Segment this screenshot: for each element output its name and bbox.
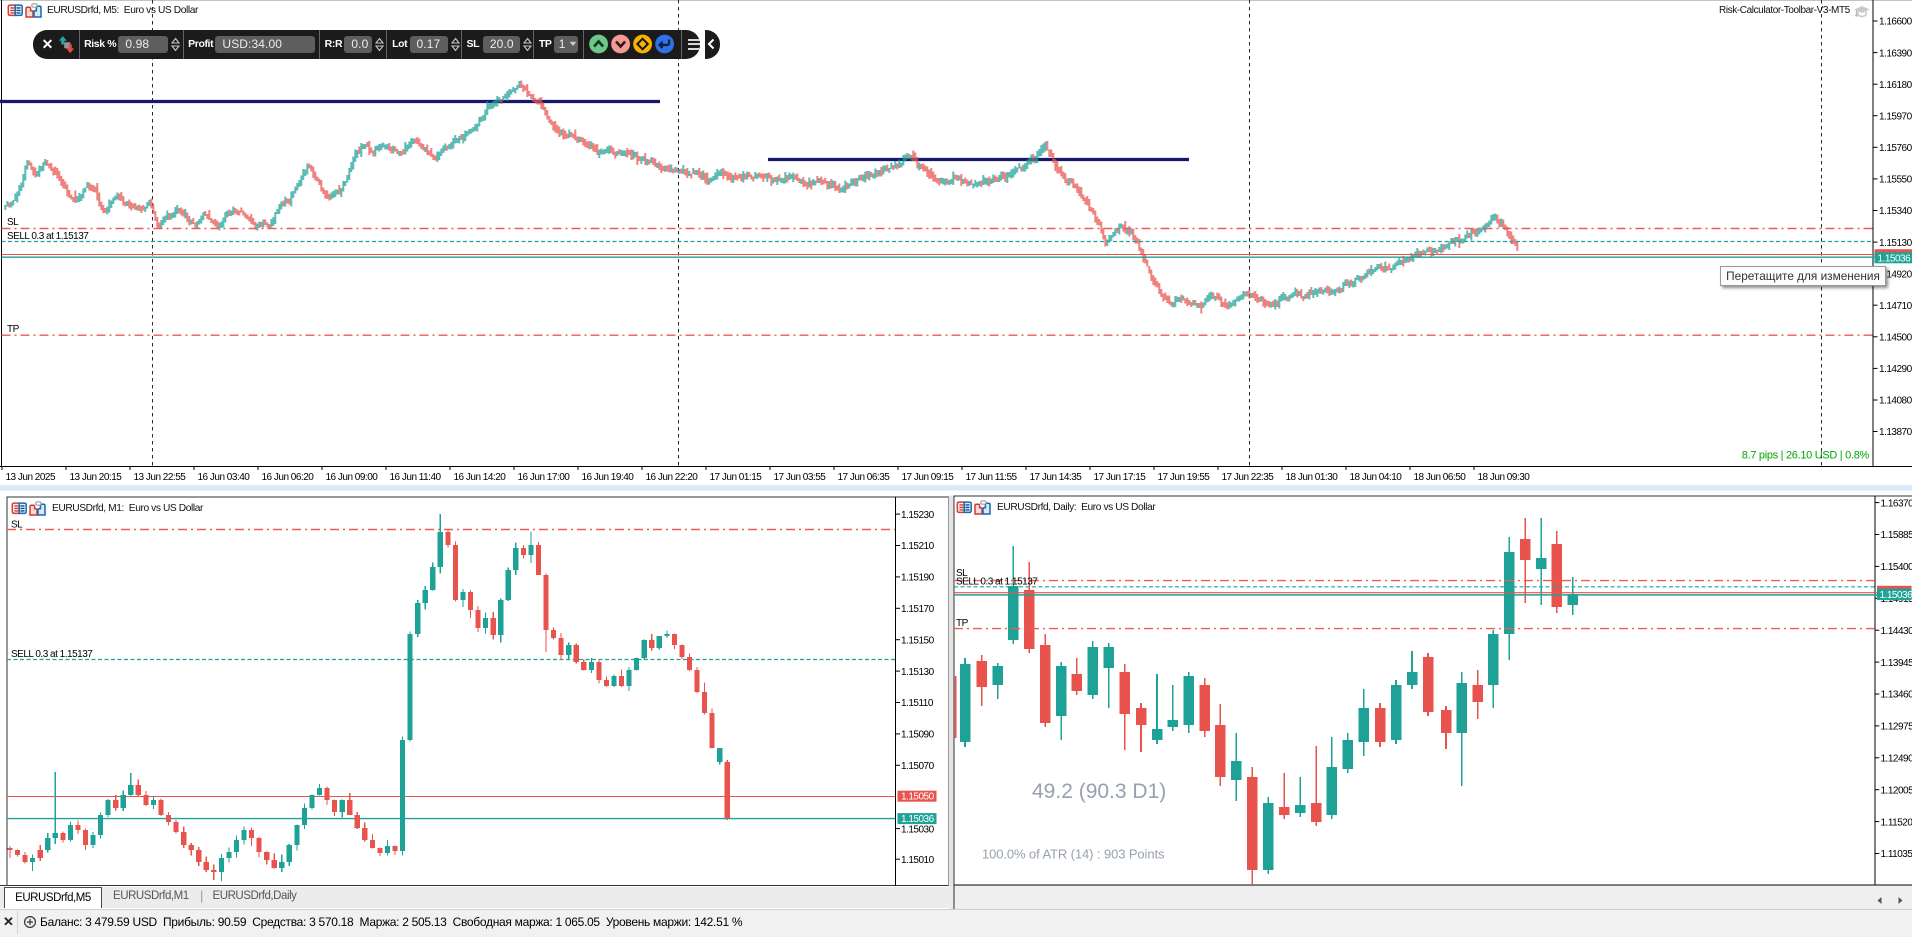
svg-text:TP: TP	[7, 324, 20, 335]
svg-text:1.14500: 1.14500	[1879, 333, 1912, 344]
svg-text:1.15010: 1.15010	[901, 855, 935, 866]
svg-text:1.15885: 1.15885	[1881, 530, 1912, 541]
svg-text:49.2 (90.3 D1): 49.2 (90.3 D1)	[1032, 780, 1166, 803]
svg-text:18 Jun 09:30: 18 Jun 09:30	[1478, 472, 1531, 483]
svg-text:SELL 0.3 at 1.15137: SELL 0.3 at 1.15137	[7, 231, 89, 242]
svg-text:16 Jun 14:20: 16 Jun 14:20	[454, 472, 507, 483]
svg-text:1.12975: 1.12975	[1881, 722, 1912, 733]
svg-text:1.15210: 1.15210	[901, 541, 935, 552]
svg-text:17 Jun 19:55: 17 Jun 19:55	[1158, 472, 1211, 483]
svg-text:1.15036: 1.15036	[1880, 590, 1912, 601]
svg-text:1.12490: 1.12490	[1881, 754, 1912, 765]
svg-text:SL: SL	[956, 568, 968, 579]
svg-text:1.15760: 1.15760	[1879, 143, 1912, 154]
svg-text:16 Jun 19:40: 16 Jun 19:40	[582, 472, 635, 483]
svg-text:16 Jun 11:40: 16 Jun 11:40	[390, 472, 442, 483]
svg-text:1.16600: 1.16600	[1879, 17, 1912, 28]
svg-text:SELL 0.3 at 1.15137: SELL 0.3 at 1.15137	[11, 649, 93, 660]
svg-text:16 Jun 09:00: 16 Jun 09:00	[326, 472, 379, 483]
svg-text:13 Jun 2025: 13 Jun 2025	[6, 472, 56, 483]
svg-text:17 Jun 01:15: 17 Jun 01:15	[710, 472, 763, 483]
svg-text:16 Jun 22:20: 16 Jun 22:20	[646, 472, 699, 483]
svg-text:1.15970: 1.15970	[1879, 111, 1912, 122]
svg-text:SL: SL	[11, 520, 23, 531]
svg-text:1.15150: 1.15150	[901, 635, 935, 646]
svg-text:1.15110: 1.15110	[901, 698, 934, 709]
svg-text:17 Jun 22:35: 17 Jun 22:35	[1222, 472, 1275, 483]
svg-text:13 Jun 20:15: 13 Jun 20:15	[70, 472, 123, 483]
svg-text:TP: TP	[956, 618, 969, 629]
svg-text:17 Jun 17:15: 17 Jun 17:15	[1094, 472, 1147, 483]
svg-text:1.15030: 1.15030	[901, 824, 935, 835]
svg-text:13 Jun 22:55: 13 Jun 22:55	[134, 472, 187, 483]
svg-text:17 Jun 09:15: 17 Jun 09:15	[902, 472, 955, 483]
svg-text:8.7 pips | 26.10 USD | 0.8%: 8.7 pips | 26.10 USD | 0.8%	[1742, 450, 1870, 462]
svg-text:18 Jun 06:50: 18 Jun 06:50	[1414, 472, 1467, 483]
svg-text:1.13460: 1.13460	[1881, 690, 1912, 701]
svg-text:16 Jun 03:40: 16 Jun 03:40	[198, 472, 251, 483]
svg-text:17 Jun 06:35: 17 Jun 06:35	[838, 472, 891, 483]
svg-text:1.14080: 1.14080	[1879, 396, 1912, 407]
svg-text:1.16370: 1.16370	[1881, 498, 1912, 509]
svg-text:1.16180: 1.16180	[1879, 80, 1912, 91]
svg-text:18 Jun 04:10: 18 Jun 04:10	[1350, 472, 1403, 483]
svg-text:17 Jun 14:35: 17 Jun 14:35	[1030, 472, 1083, 483]
svg-text:18 Jun 01:30: 18 Jun 01:30	[1286, 472, 1339, 483]
svg-text:1.15036: 1.15036	[1878, 253, 1912, 264]
svg-text:1.15130: 1.15130	[1879, 238, 1912, 249]
svg-text:17 Jun 03:55: 17 Jun 03:55	[774, 472, 827, 483]
svg-text:1.11520: 1.11520	[1881, 817, 1912, 828]
svg-text:1.14430: 1.14430	[1881, 626, 1912, 637]
svg-text:16 Jun 06:20: 16 Jun 06:20	[262, 472, 315, 483]
svg-text:SL: SL	[7, 217, 19, 228]
svg-text:1.15130: 1.15130	[901, 667, 935, 678]
svg-text:1.15170: 1.15170	[901, 604, 935, 615]
svg-text:100.0% of ATR (14) : 903 Point: 100.0% of ATR (14) : 903 Points	[982, 847, 1165, 862]
svg-text:1.15036: 1.15036	[901, 814, 935, 825]
svg-text:SELL 0.3 at 1.15137: SELL 0.3 at 1.15137	[956, 576, 1038, 587]
svg-text:1.15230: 1.15230	[901, 510, 935, 521]
svg-text:16 Jun 17:00: 16 Jun 17:00	[518, 472, 571, 483]
svg-text:17 Jun 11:55: 17 Jun 11:55	[966, 472, 1018, 483]
svg-text:1.14710: 1.14710	[1879, 301, 1912, 312]
svg-text:1.15070: 1.15070	[901, 761, 935, 772]
svg-text:1.16390: 1.16390	[1879, 48, 1912, 59]
svg-text:1.12005: 1.12005	[1881, 785, 1912, 796]
svg-text:1.15550: 1.15550	[1879, 175, 1912, 186]
svg-text:1.15400: 1.15400	[1881, 562, 1912, 573]
svg-text:1.15190: 1.15190	[901, 573, 935, 584]
svg-text:1.15050: 1.15050	[901, 792, 935, 803]
svg-text:1.15090: 1.15090	[901, 730, 935, 741]
svg-text:1.15340: 1.15340	[1879, 206, 1912, 217]
svg-text:1.13870: 1.13870	[1879, 427, 1912, 438]
svg-text:1.14920: 1.14920	[1879, 269, 1912, 280]
svg-text:1.11035: 1.11035	[1881, 849, 1912, 860]
svg-text:1.13945: 1.13945	[1881, 658, 1912, 669]
svg-text:1.14290: 1.14290	[1879, 364, 1912, 375]
